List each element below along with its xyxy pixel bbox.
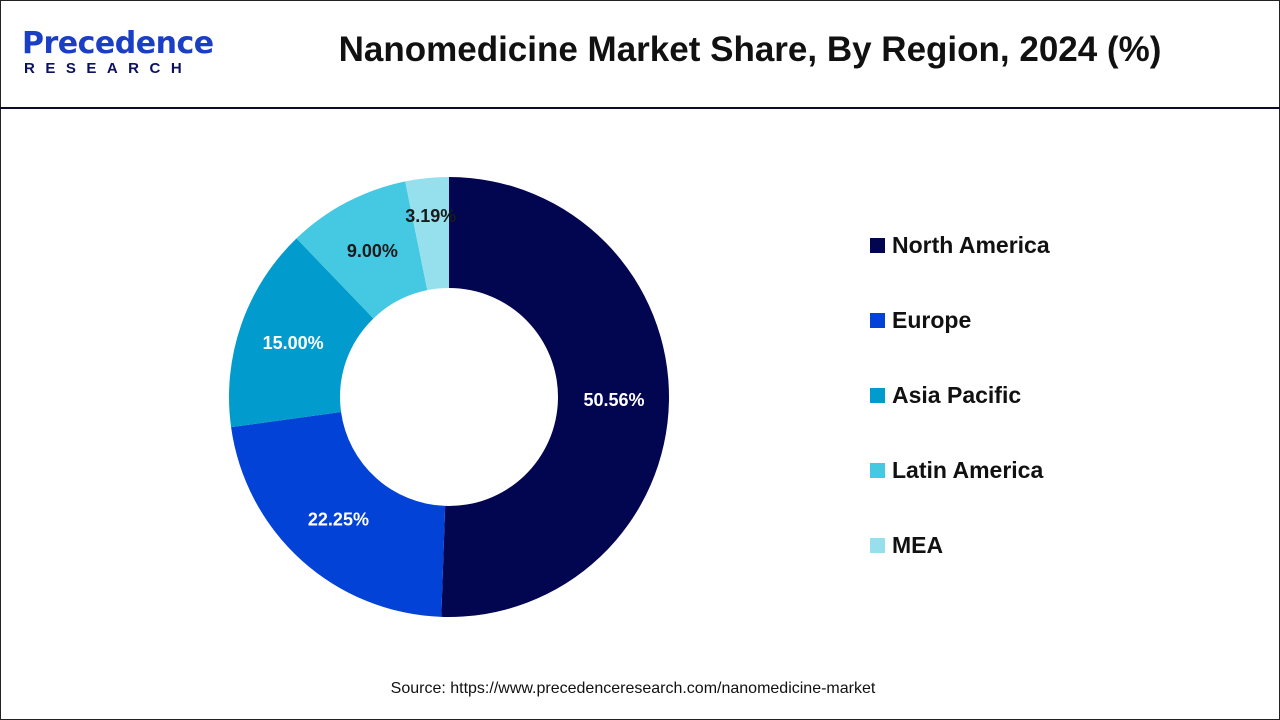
- logo-subtitle: RESEARCH: [24, 60, 193, 77]
- legend-label: Latin America: [892, 457, 1044, 483]
- data-label: 9.00%: [347, 241, 398, 261]
- legend-item: Europe: [870, 307, 971, 334]
- header: Precedence RESEARCH Nanomedicine Market …: [0, 0, 1280, 109]
- legend-label: North America: [892, 232, 1050, 258]
- data-label: 3.19%: [405, 206, 456, 226]
- source-note: Source: https://www.precedenceresearch.c…: [390, 680, 876, 697]
- precedence-research-logo: Precedence RESEARCH: [22, 26, 214, 84]
- slice-mea: [405, 177, 449, 291]
- slice-asia-pacific: [229, 238, 374, 428]
- legend-swatch: [870, 463, 885, 478]
- slice-europe: [231, 411, 446, 617]
- legend-label: Europe: [892, 307, 972, 333]
- legend-swatch: [870, 538, 885, 553]
- legend-item: MEA: [870, 532, 943, 559]
- slice-latin-america: [296, 181, 428, 319]
- legend-swatch: [870, 388, 885, 403]
- data-label: 15.00%: [263, 333, 324, 353]
- data-label: 22.25%: [308, 509, 369, 529]
- legend-item: Asia Pacific: [870, 382, 1021, 409]
- logo-wordmark: Precedence: [22, 26, 214, 61]
- legend-label: Asia Pacific: [892, 382, 1022, 408]
- slice-north-america: [441, 177, 669, 617]
- chart-title: Nanomedicine Market Share, By Region, 20…: [338, 30, 1162, 69]
- legend-item: North America: [870, 232, 1050, 259]
- data-label: 50.56%: [583, 390, 644, 410]
- legend-swatch: [870, 238, 885, 253]
- legend-item: Latin America: [870, 457, 1043, 484]
- legend-label: MEA: [892, 532, 944, 558]
- legend-swatch: [870, 313, 885, 328]
